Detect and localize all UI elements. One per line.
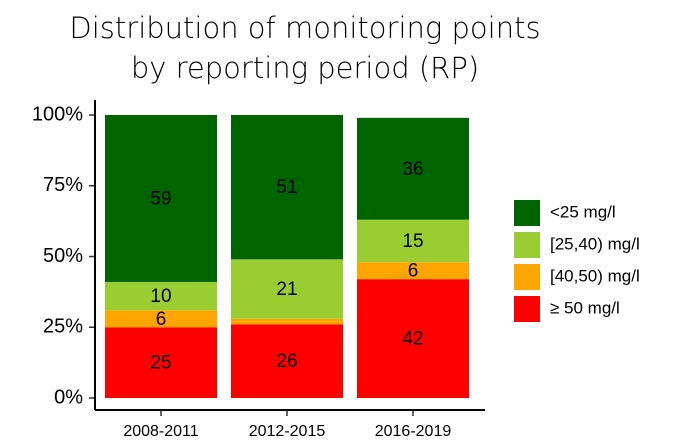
bar-segment	[357, 117, 469, 220]
legend-label: [40,50) mg/l	[550, 266, 640, 285]
data-label: 42	[402, 329, 423, 350]
data-label: 25	[150, 353, 171, 374]
x-tick-label: 2016-2019	[375, 423, 452, 440]
bar-segment	[357, 262, 469, 280]
legend-swatch	[514, 232, 540, 258]
data-label: 10	[150, 286, 171, 307]
y-tick-label: 25%	[43, 316, 83, 338]
x-tick-label: 2008-2011	[123, 423, 198, 440]
x-tick-label: 2012-2015	[249, 423, 326, 440]
bar-segment	[357, 219, 469, 263]
legend-label: [25,40) mg/l	[550, 234, 640, 253]
legend-swatch	[514, 296, 540, 322]
legend-label: <25 mg/l	[550, 202, 616, 221]
chart-title: Distribution of monitoring points by rep…	[69, 11, 541, 85]
data-label: 59	[150, 189, 171, 210]
data-label: 6	[408, 261, 419, 282]
y-tick-label: 0%	[54, 386, 83, 408]
legend-swatch	[514, 200, 540, 226]
y-tick-label: 100%	[32, 103, 83, 125]
legend-swatch	[514, 264, 540, 290]
bar-segment	[105, 327, 217, 398]
data-label: 15	[402, 231, 423, 252]
data-label: 36	[402, 159, 423, 180]
bar-segment	[357, 279, 469, 398]
bar-segment	[105, 310, 217, 328]
data-label: 51	[276, 177, 297, 198]
bar-segment	[231, 324, 343, 398]
bar-segment	[105, 115, 217, 282]
bar-segment	[231, 318, 343, 325]
y-tick-label: 50%	[43, 245, 83, 267]
data-label: 26	[276, 351, 297, 372]
data-label: 21	[276, 279, 297, 300]
bar-segment	[231, 259, 343, 319]
bar-segment	[231, 115, 343, 260]
legend-label: ≥ 50 mg/l	[550, 298, 620, 317]
data-label: 6	[156, 309, 167, 330]
bar-segment	[105, 281, 217, 311]
y-tick-label: 75%	[43, 174, 83, 196]
